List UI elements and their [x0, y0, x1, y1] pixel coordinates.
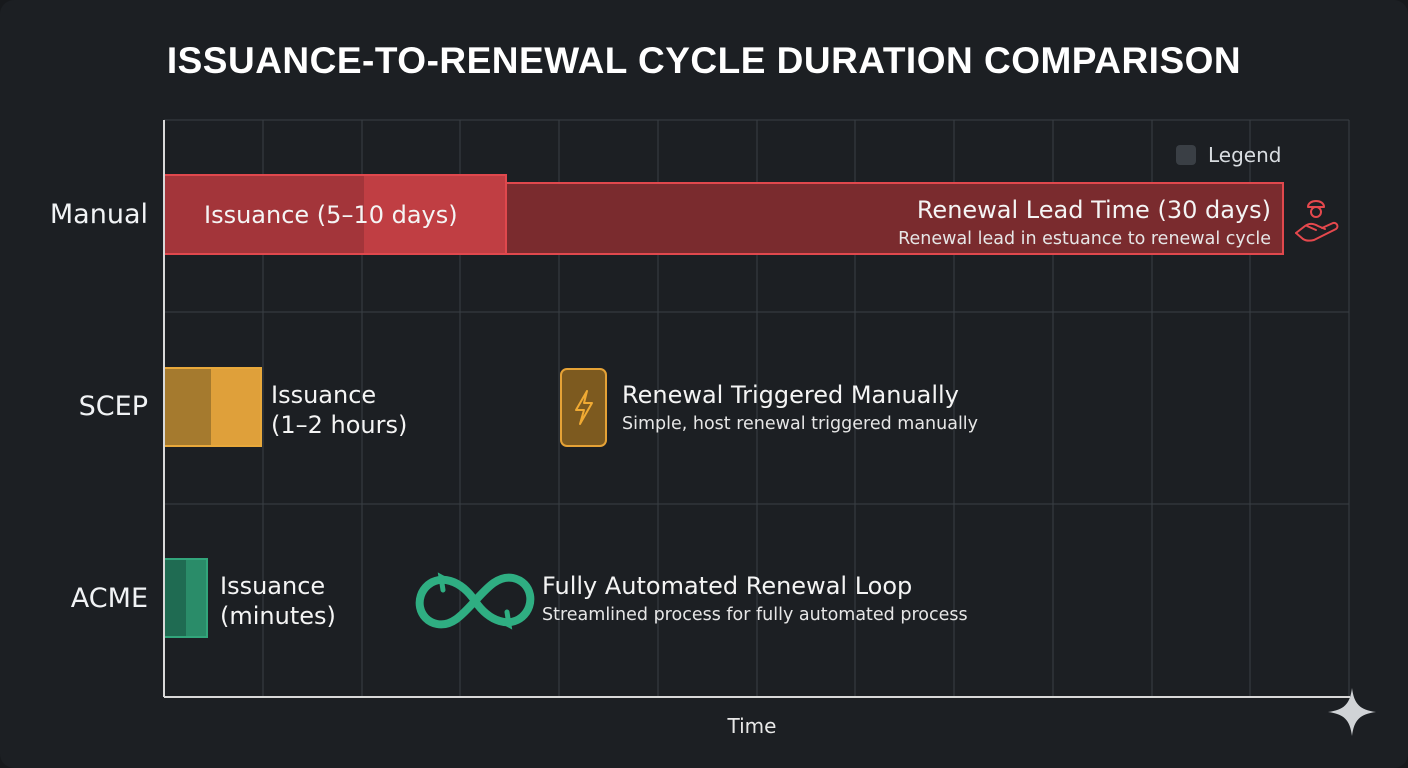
row-label-acme: ACME [70, 583, 148, 614]
scep-renewal-subtitle: Simple, host renewal triggered manually [622, 414, 979, 434]
acme-issuance-label-line2: (minutes) [220, 602, 336, 630]
x-axis-label: Time [727, 714, 777, 738]
sparkle-icon [1328, 688, 1376, 736]
acme-issuance-bar-left [164, 559, 186, 637]
row-label-manual: Manual [49, 199, 148, 230]
scep-issuance-bar-right [211, 368, 261, 446]
chart-title: ISSUANCE-TO-RENEWAL CYCLE DURATION COMPA… [166, 40, 1242, 81]
acme-issuance-label-line1: Issuance [220, 572, 326, 600]
infinity-loop-icon [415, 572, 535, 630]
chart-legend: Legend [1176, 143, 1281, 167]
lightning-icon [575, 390, 593, 425]
scep-issuance-bar-left [164, 368, 211, 446]
scep-issuance-label-line1: Issuance [271, 381, 377, 409]
acme-issuance-bar-right [186, 559, 207, 637]
person-hand-icon [1295, 200, 1339, 242]
manual-renewal-title: Renewal Lead Time (30 days) [916, 196, 1271, 224]
scep-renewal-title: Renewal Triggered Manually [622, 381, 959, 409]
legend-swatch [1176, 145, 1196, 165]
manual-issuance-label: Issuance (5–10 days) [204, 201, 458, 229]
manual-renewal-subtitle: Renewal lead in estuance to renewal cycl… [898, 229, 1271, 249]
scep-issuance-label-line2: (1–2 hours) [271, 411, 408, 439]
scep-renewal-marker [560, 368, 607, 447]
acme-renewal-subtitle: Streamlined process for fully automated … [542, 605, 968, 625]
manual-issuance-bar-highlight [364, 175, 506, 254]
acme-renewal-title: Fully Automated Renewal Loop [542, 572, 913, 600]
legend-label: Legend [1208, 143, 1282, 167]
row-label-scep: SCEP [78, 391, 148, 422]
